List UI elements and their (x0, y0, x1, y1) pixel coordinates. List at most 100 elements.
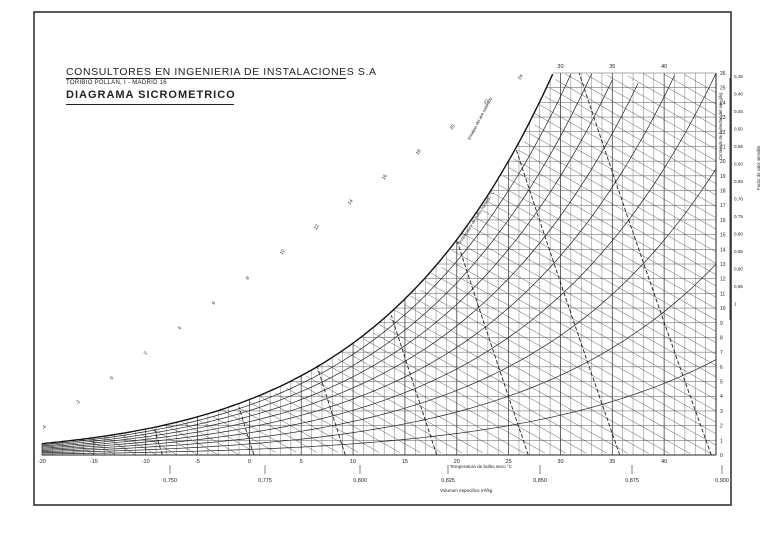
enthalpy-line (518, 150, 717, 264)
enthalpy-tick-label: -4 (41, 424, 49, 431)
specific-volume-line (578, 72, 712, 456)
enthalpy-tick-label: 20 (449, 123, 457, 131)
top-tick-label: 40 (661, 64, 667, 70)
enthalpy-line (549, 87, 717, 184)
specific-volume-line (316, 366, 346, 456)
enthalpy-line (275, 393, 380, 453)
enthalpy-line (451, 249, 717, 400)
humidity-tick-label: 11 (720, 291, 725, 297)
enthalpy-line (150, 427, 198, 455)
enthalpy-line (441, 267, 717, 423)
volume-tick-label: 0,850 (533, 478, 547, 484)
humidity-tick-label: 7 (720, 350, 723, 356)
shf-tick-label: 1 (734, 302, 737, 307)
shf-tick-label: 0,90 (734, 267, 743, 272)
shf-tick-label: 0,40 (734, 92, 743, 97)
enthalpy-tick-label: -2 (75, 399, 83, 406)
enthalpy-line (404, 304, 670, 454)
enthalpy-line (425, 281, 717, 446)
enthalpy-line (684, 74, 717, 93)
enthalpy-tick-label: 14 (347, 198, 355, 206)
title-underline (66, 104, 234, 105)
enthalpy-line (586, 74, 717, 150)
humidity-tick-label: 1 (720, 438, 723, 444)
enthalpy-line (316, 370, 463, 453)
shf-tick-label: 0,75 (734, 214, 743, 219)
enthalpy-line (461, 232, 717, 378)
enthalpy-line (249, 401, 338, 453)
humidity-tick-label: 15 (720, 233, 726, 239)
dry-bulb-tick-label: 25 (506, 459, 512, 465)
dry-bulb-tick-label: 40 (661, 459, 667, 465)
enthalpy-line (446, 258, 717, 412)
humidity-tick-label: 20 (720, 159, 726, 165)
enthalpy-line (565, 73, 717, 162)
enthalpy-tick-label: 4 (177, 325, 184, 331)
humidity-tick-label: 21 (720, 144, 726, 150)
relative-humidity-curve (41, 73, 592, 447)
enthalpy-line (513, 158, 717, 275)
enthalpy-tick-label: 12 (313, 223, 321, 231)
enthalpy-line (223, 410, 297, 453)
dry-bulb-tick-label: 10 (350, 459, 356, 465)
enthalpy-line (140, 433, 177, 455)
relative-humidity-curve (41, 359, 717, 455)
volume-tick-label: 0,900 (715, 478, 729, 484)
humidity-tick-label: 0 (720, 453, 723, 459)
humidity-tick-label: 5 (720, 380, 723, 386)
humidity-tick-label: 14 (720, 247, 726, 253)
enthalpy-line (534, 124, 717, 230)
enthalpy-tick-label: 18 (415, 148, 423, 156)
enthalpy-line (524, 141, 717, 253)
enthalpy-line (352, 344, 546, 454)
humidity-tick-label: 10 (720, 306, 726, 312)
shf-tick-label: 0,95 (734, 284, 743, 289)
enthalpy-line (197, 419, 255, 453)
specific-volume-line (456, 241, 529, 456)
enthalpy-line (477, 218, 717, 355)
enthalpy-line (534, 113, 717, 218)
humidity-tick-label: 12 (720, 277, 726, 283)
shf-tick-label: 0,45 (734, 109, 743, 114)
dry-bulb-tick-label: 20 (454, 459, 460, 465)
humidity-tick-label: 16 (720, 218, 726, 224)
enthalpy-tick-label: 6 (211, 300, 218, 306)
relative-humidity-curve (41, 79, 613, 448)
enthalpy-tick-label: 22 (483, 98, 491, 106)
humidity-tick-label: 6 (720, 365, 723, 371)
humidity-axis-label: Contenido de humedad del aire g/kg (718, 92, 723, 160)
humidity-tick-label: 4 (720, 394, 723, 400)
enthalpy-tick-label: 8 (245, 275, 252, 281)
company-underline (66, 78, 346, 79)
shf-tick-label: 0,55 (734, 144, 743, 149)
enthalpy-line (544, 96, 717, 196)
diagram-title: DIAGRAMA SICROMETRICO (66, 89, 236, 101)
enthalpy-line (508, 167, 717, 287)
enthalpy-line (88, 439, 115, 455)
humidity-tick-label: 18 (720, 189, 726, 195)
dry-bulb-tick-label: 35 (609, 459, 615, 465)
enthalpy-tick-label: 24 (517, 73, 525, 81)
enthalpy-line (410, 295, 691, 454)
shf-tick-label: 0,50 (734, 127, 743, 132)
enthalpy-line (327, 364, 483, 454)
dry-bulb-tick-label: 30 (557, 459, 563, 465)
enthalpy-line (394, 309, 649, 454)
humidity-tick-label: 8 (720, 335, 723, 341)
humidity-tick-label: 17 (720, 203, 726, 209)
relative-humidity-curve (41, 82, 639, 449)
humidity-tick-label: 13 (720, 262, 726, 268)
shf-tick-label: 0,80 (734, 232, 743, 237)
enthalpy-line (181, 422, 240, 456)
shf-tick-label: 0,35 (734, 74, 743, 79)
humidity-tick-label: 3 (720, 409, 723, 415)
dry-bulb-tick-label: -15 (90, 459, 98, 465)
enthalpy-line (627, 75, 717, 128)
shf-tick-label: 0,70 (734, 197, 743, 202)
dry-bulb-tick-label: 0 (248, 459, 251, 465)
enthalpy-line (373, 332, 587, 454)
top-tick-label: 35 (609, 64, 615, 70)
top-tick-label: 30 (557, 64, 563, 70)
dry-bulb-tick-label: -5 (195, 459, 200, 465)
